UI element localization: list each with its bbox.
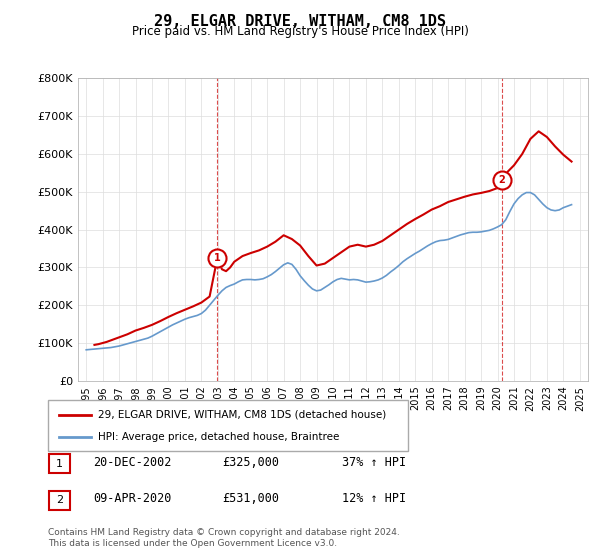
Text: 29, ELGAR DRIVE, WITHAM, CM8 1DS (detached house): 29, ELGAR DRIVE, WITHAM, CM8 1DS (detach…	[98, 409, 386, 419]
Text: 1: 1	[214, 253, 221, 263]
Text: 09-APR-2020: 09-APR-2020	[93, 492, 172, 505]
Text: £531,000: £531,000	[222, 492, 279, 505]
Text: Price paid vs. HM Land Registry's House Price Index (HPI): Price paid vs. HM Land Registry's House …	[131, 25, 469, 38]
Text: 37% ↑ HPI: 37% ↑ HPI	[342, 455, 406, 469]
FancyBboxPatch shape	[49, 491, 70, 510]
FancyBboxPatch shape	[48, 400, 408, 451]
Text: 12% ↑ HPI: 12% ↑ HPI	[342, 492, 406, 505]
Text: 1: 1	[56, 459, 63, 469]
Text: Contains HM Land Registry data © Crown copyright and database right 2024.
This d: Contains HM Land Registry data © Crown c…	[48, 528, 400, 548]
Text: 20-DEC-2002: 20-DEC-2002	[93, 455, 172, 469]
FancyBboxPatch shape	[49, 454, 70, 473]
Text: HPI: Average price, detached house, Braintree: HPI: Average price, detached house, Brai…	[98, 432, 340, 442]
Text: 29, ELGAR DRIVE, WITHAM, CM8 1DS: 29, ELGAR DRIVE, WITHAM, CM8 1DS	[154, 14, 446, 29]
Text: £325,000: £325,000	[222, 455, 279, 469]
Text: 2: 2	[499, 175, 505, 185]
Text: 2: 2	[56, 495, 63, 505]
